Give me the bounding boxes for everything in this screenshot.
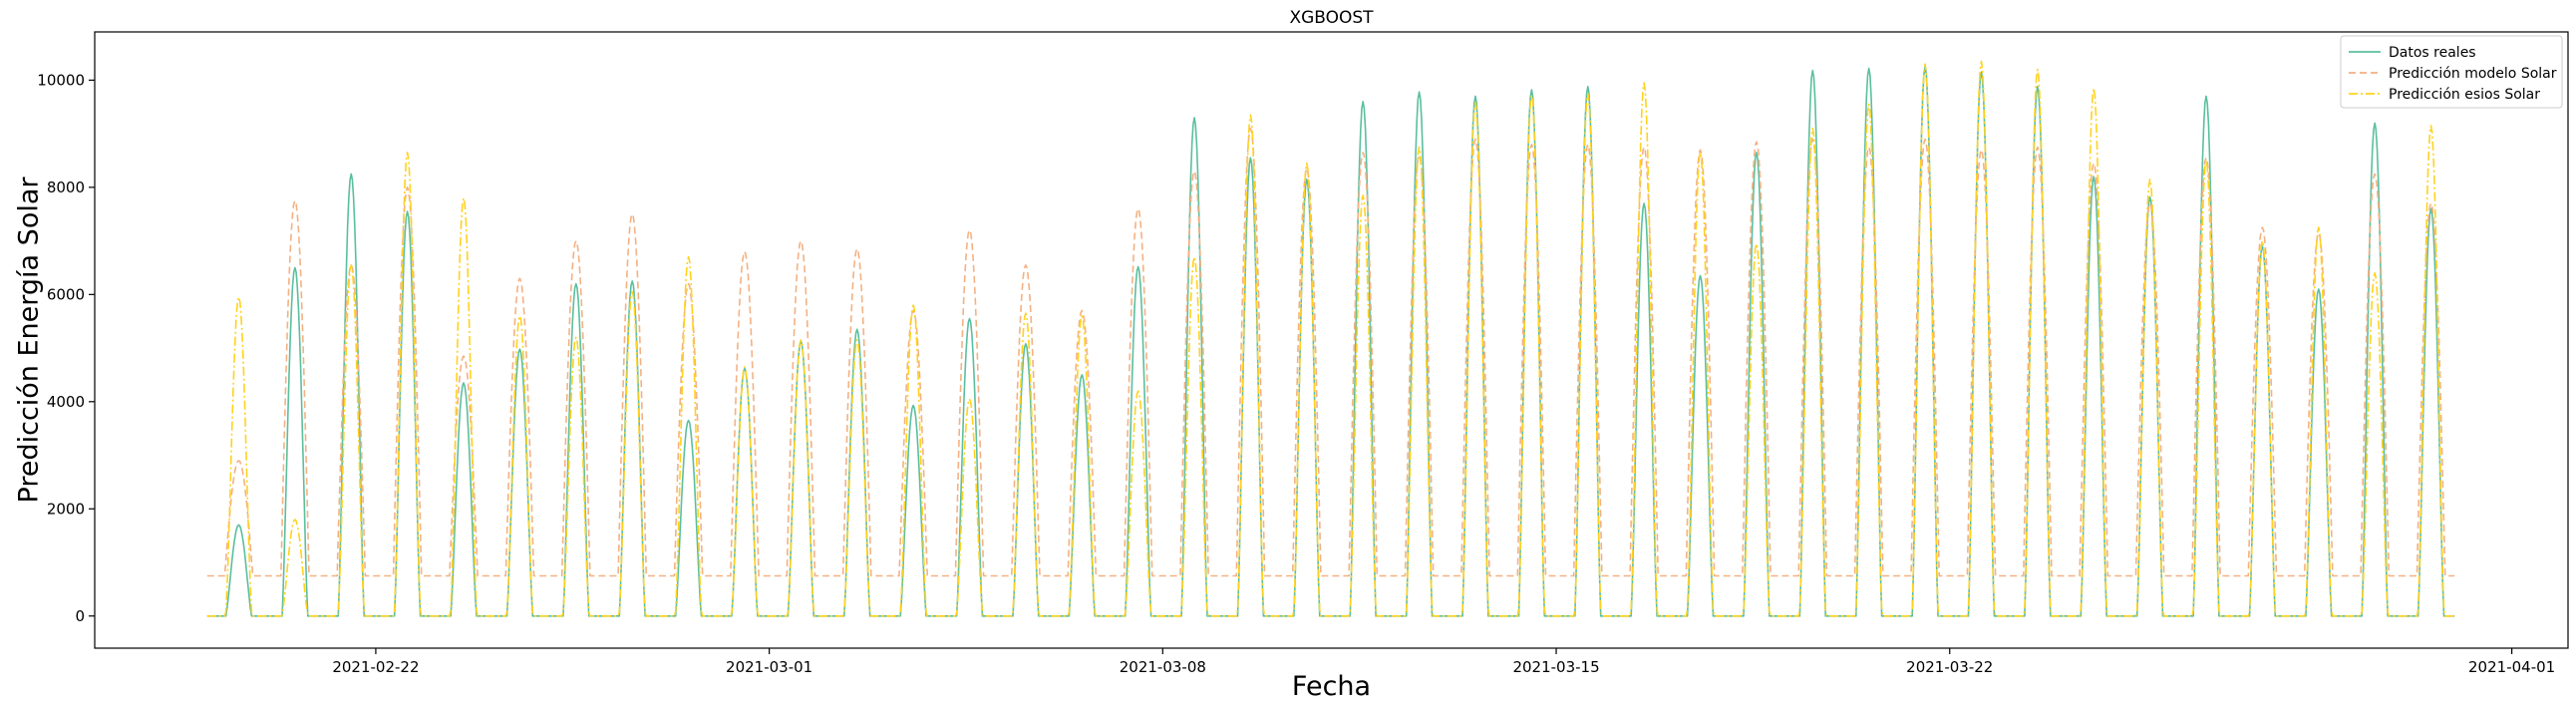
legend-label: Datos reales [2389, 45, 2476, 61]
y-axis: 0 2000 4000 6000 8000 10000 [37, 71, 95, 625]
x-tick-label: 2021-03-15 [1512, 658, 1599, 676]
y-tick-label: 6000 [47, 285, 85, 303]
legend-label: Predicción esios Solar [2389, 87, 2540, 103]
chart-title: XGBOOST [1289, 8, 1374, 28]
series-line [206, 60, 2455, 617]
y-tick-label: 4000 [47, 393, 85, 411]
y-tick-label: 0 [75, 607, 85, 625]
y-tick-label: 10000 [37, 71, 85, 89]
legend: Datos reales Predicción modelo Solar Predi… [2340, 35, 2563, 109]
legend-box [2340, 35, 2563, 109]
series-line [206, 127, 2455, 577]
y-axis-title: Predicción Energía Solar [13, 177, 44, 504]
x-axis: 2021-02-22 2021-03-01 2021-03-08 2021-03-15… [332, 648, 2555, 676]
x-tick-label: 2021-03-08 [1120, 658, 1206, 676]
x-tick-label: 2021-04-01 [2468, 658, 2555, 676]
x-tick-label: 2021-03-01 [726, 658, 812, 676]
plot-frame [94, 31, 2569, 649]
x-tick-label: 2021-03-22 [1906, 658, 1993, 676]
series-layer [206, 60, 2455, 617]
y-tick-label: 8000 [47, 178, 85, 196]
legend-label: Predicción modelo Solar [2389, 66, 2557, 82]
x-axis-title: Fecha [1292, 671, 1371, 702]
y-tick-label: 2000 [47, 500, 85, 518]
x-tick-label: 2021-02-22 [332, 658, 419, 676]
